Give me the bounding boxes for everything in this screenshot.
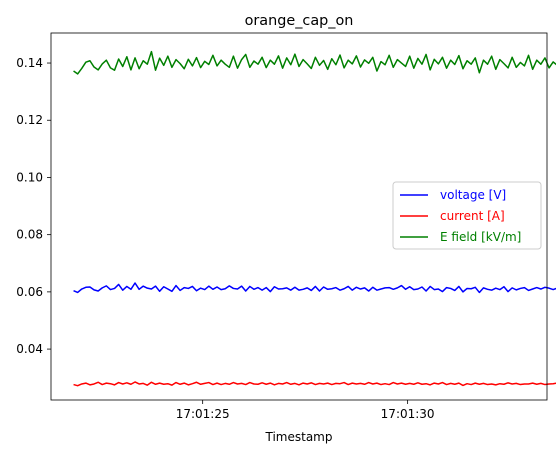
x-tick-label: 17:01:25 xyxy=(176,407,230,421)
legend-box xyxy=(392,181,542,250)
x-tick-label: 17:01:30 xyxy=(381,407,435,421)
x-axis-label: Timestamp xyxy=(265,430,333,444)
series-line-1 xyxy=(73,381,556,387)
y-tick-label: 0.04 xyxy=(16,342,43,356)
legend-label: voltage [V] xyxy=(440,188,506,202)
y-tick-label: 0.08 xyxy=(16,228,43,242)
y-tick-label: 0.10 xyxy=(16,170,43,184)
series-line-0 xyxy=(73,282,556,294)
legend: voltage [V] current [A] E field [kV/m] xyxy=(392,181,542,250)
legend-label: current [A] xyxy=(440,209,505,223)
legend-label: E field [kV/m] xyxy=(440,230,521,244)
y-tick-label: 0.14 xyxy=(16,56,43,70)
axes-frame xyxy=(50,32,548,401)
x-axis-ticks: 17:01:25 17:01:30 xyxy=(176,400,435,421)
y-tick-label: 0.06 xyxy=(16,285,43,299)
chart-title: orange_cap_on xyxy=(245,13,354,29)
series-line-2 xyxy=(73,50,556,75)
y-tick-label: 0.12 xyxy=(16,113,43,127)
plot-lines xyxy=(73,50,556,387)
y-axis-ticks: 0.04 0.06 0.08 0.10 0.12 0.14 xyxy=(16,56,51,356)
